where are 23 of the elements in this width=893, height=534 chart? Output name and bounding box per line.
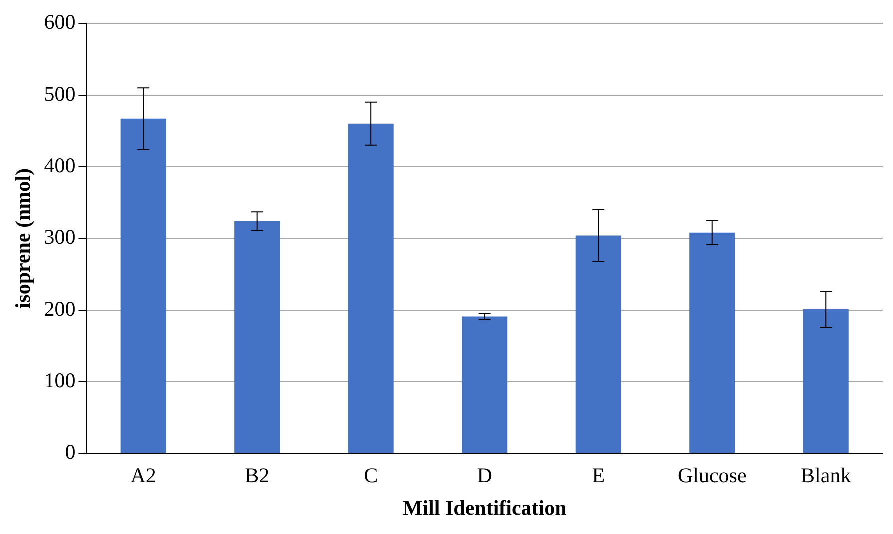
- bar: [120, 118, 166, 454]
- x-tick-label: C: [364, 464, 378, 488]
- bar: [234, 221, 280, 454]
- y-tick-label: 0: [65, 440, 76, 464]
- x-tick-label: E: [592, 464, 606, 488]
- x-tick-label: D: [477, 464, 492, 488]
- x-tick-label: Blank: [801, 464, 852, 488]
- y-tick-label: 600: [44, 10, 76, 34]
- x-tick-label: A2: [130, 464, 156, 488]
- y-tick-label: 200: [44, 296, 76, 321]
- bar: [803, 310, 849, 454]
- bar: [462, 316, 508, 454]
- x-tick-label: B2: [245, 464, 270, 488]
- y-tick-label: 300: [44, 225, 76, 250]
- y-tick-label: 400: [44, 153, 76, 178]
- y-axis-title: isoprene (nmol): [11, 168, 36, 309]
- bar: [690, 232, 736, 454]
- bar: [576, 236, 622, 454]
- bar: [348, 124, 394, 454]
- y-tick-label: 100: [44, 368, 76, 392]
- y-tick-label: 500: [44, 82, 76, 106]
- x-tick-label: Glucose: [678, 464, 747, 488]
- x-axis-title: Mill Identification: [402, 496, 568, 520]
